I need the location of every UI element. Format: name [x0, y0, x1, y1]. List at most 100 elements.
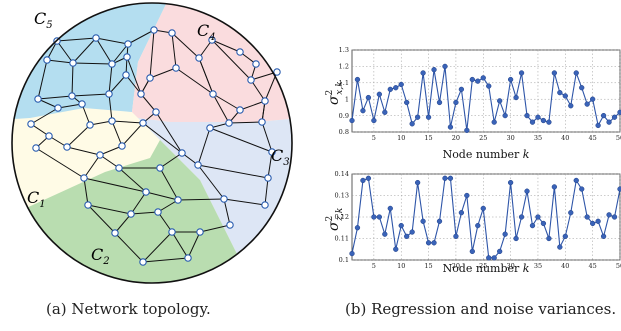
data-point	[557, 89, 563, 96]
network-node	[34, 95, 42, 103]
network-edge	[37, 95, 73, 100]
data-point	[535, 214, 541, 220]
y-axis-label: σ2z,k	[325, 208, 345, 231]
x-tick-label: 50	[616, 134, 621, 142]
network-node	[261, 201, 269, 209]
network-boundary	[11, 2, 293, 284]
network-edge	[155, 111, 183, 154]
network-edge	[223, 198, 231, 226]
network-edge	[239, 100, 266, 111]
network-edge	[66, 124, 91, 148]
svg-text:C5: C5	[34, 9, 53, 31]
data-point	[518, 214, 525, 220]
data-point	[507, 76, 514, 83]
network-edge	[87, 204, 116, 234]
data-point	[611, 114, 618, 120]
data-point	[382, 109, 388, 115]
cluster-label-3: C3	[271, 146, 290, 168]
data-point	[414, 179, 421, 186]
network-edge	[125, 74, 142, 95]
network-edge	[142, 122, 183, 154]
network-edge	[197, 164, 225, 200]
data-point	[425, 114, 432, 120]
data-point	[387, 205, 393, 212]
data-point	[595, 218, 601, 224]
network-edge	[56, 37, 97, 42]
network-edge	[83, 154, 101, 179]
data-point	[568, 103, 574, 109]
data-point	[420, 70, 426, 76]
network-node	[184, 254, 192, 262]
network-edge	[72, 37, 97, 64]
svg-text:C4: C4	[197, 21, 216, 43]
data-point	[611, 214, 618, 220]
cluster-label-2: C2	[91, 245, 110, 267]
network-edge	[145, 191, 179, 201]
network-node	[261, 97, 269, 105]
network-node	[115, 164, 123, 172]
regression-variance-plot: 5 10 15 20 25 30 35 40 45 50 0.8 0.9 1 1.1 1.2 1.3 Node …	[318, 42, 621, 161]
data-point	[447, 175, 454, 181]
svg-text:C2: C2	[91, 245, 110, 267]
network-edge	[66, 146, 101, 156]
x-tick-label: 20	[452, 262, 460, 270]
x-tick-label: 30	[506, 262, 514, 270]
network-edge	[159, 152, 183, 169]
y-axis-label: σ2x,k	[325, 81, 345, 105]
data-point	[442, 63, 448, 70]
network-node	[142, 188, 150, 196]
network-edge	[71, 62, 74, 97]
data-point	[436, 99, 443, 106]
network-node	[32, 144, 40, 152]
plot-area	[351, 49, 621, 133]
data-point	[475, 78, 481, 84]
data-point	[387, 86, 393, 93]
network-node	[247, 76, 255, 84]
data-point	[518, 70, 525, 76]
data-point	[442, 175, 448, 181]
network-node	[220, 195, 228, 203]
x-tick-label: 10	[397, 262, 405, 270]
network-node	[196, 228, 204, 236]
network-edge	[211, 39, 252, 81]
network-edge	[212, 93, 230, 124]
network-node	[236, 48, 244, 56]
network-edge	[108, 93, 113, 122]
data-point	[404, 99, 410, 106]
data-point	[475, 222, 481, 229]
y-tick-label: 1	[345, 95, 349, 103]
data-point	[590, 220, 596, 227]
network-node	[111, 229, 119, 237]
noise-variance-chart: 5 10 15 20 25 30 35 40 45 50 0.1 0.11 0.12 0.13 0.14 No…	[325, 170, 621, 275]
data-point	[469, 248, 475, 255]
x-tick-label: 35	[534, 134, 542, 142]
data-point	[453, 99, 459, 106]
data-point	[529, 222, 536, 229]
x-tick-label: 10	[397, 134, 405, 142]
network-edge	[171, 32, 200, 59]
data-point	[579, 85, 585, 91]
network-node	[118, 142, 126, 150]
data-point	[464, 127, 470, 134]
data-point	[371, 214, 377, 220]
network-node	[137, 90, 145, 98]
network-edge	[223, 198, 266, 206]
x-tick-label: 25	[479, 262, 487, 270]
data-point	[354, 225, 361, 231]
x-tick-label: 5	[372, 262, 376, 270]
data-point	[491, 119, 497, 125]
y-tick-label: 0.1	[339, 256, 349, 264]
data-point	[447, 124, 454, 130]
data-point	[360, 108, 366, 114]
network-edge	[46, 59, 74, 64]
data-point	[436, 218, 443, 224]
x-tick-label: 50	[616, 262, 621, 270]
data-point	[365, 175, 372, 181]
network-node	[154, 208, 162, 216]
network-node	[195, 54, 203, 62]
data-point	[365, 94, 372, 101]
data-point	[562, 93, 568, 99]
network-node	[209, 90, 217, 98]
data-point	[431, 240, 437, 246]
network-topology-figure: C5 C4 C3 C1 C2	[0, 0, 300, 290]
